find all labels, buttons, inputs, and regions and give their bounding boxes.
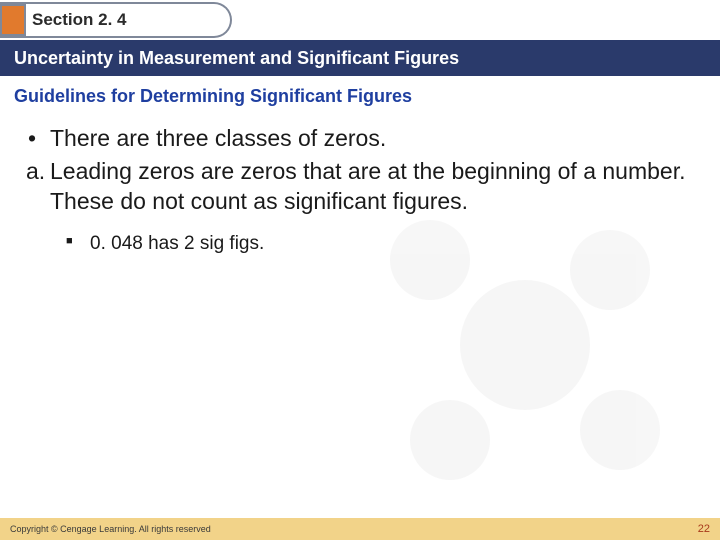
copyright-text: Copyright © Cengage Learning. All rights… [10, 524, 211, 534]
section-accent-box [0, 4, 26, 36]
alpha-item: a. Leading zeros are zeros that are at t… [26, 157, 686, 216]
alpha-marker: a. [26, 157, 45, 186]
sub-bullet: 0. 048 has 2 sig figs. [26, 232, 686, 256]
page-number: 22 [698, 523, 710, 535]
body-content: There are three classes of zeros. a. Lea… [26, 124, 686, 257]
title-banner: Uncertainty in Measurement and Significa… [0, 40, 720, 76]
section-tab: Section 2. 4 [0, 4, 232, 38]
section-label-wrap: Section 2. 4 [32, 4, 126, 36]
bullet-main: There are three classes of zeros. [26, 124, 686, 153]
section-label: Section 2. 4 [32, 10, 126, 30]
subheading: Guidelines for Determining Significant F… [14, 86, 412, 107]
footer-bar: Copyright © Cengage Learning. All rights… [0, 518, 720, 540]
alpha-text: Leading zeros are zeros that are at the … [50, 158, 685, 213]
title-text: Uncertainty in Measurement and Significa… [14, 48, 459, 69]
slide: Section 2. 4 Uncertainty in Measurement … [0, 0, 720, 540]
